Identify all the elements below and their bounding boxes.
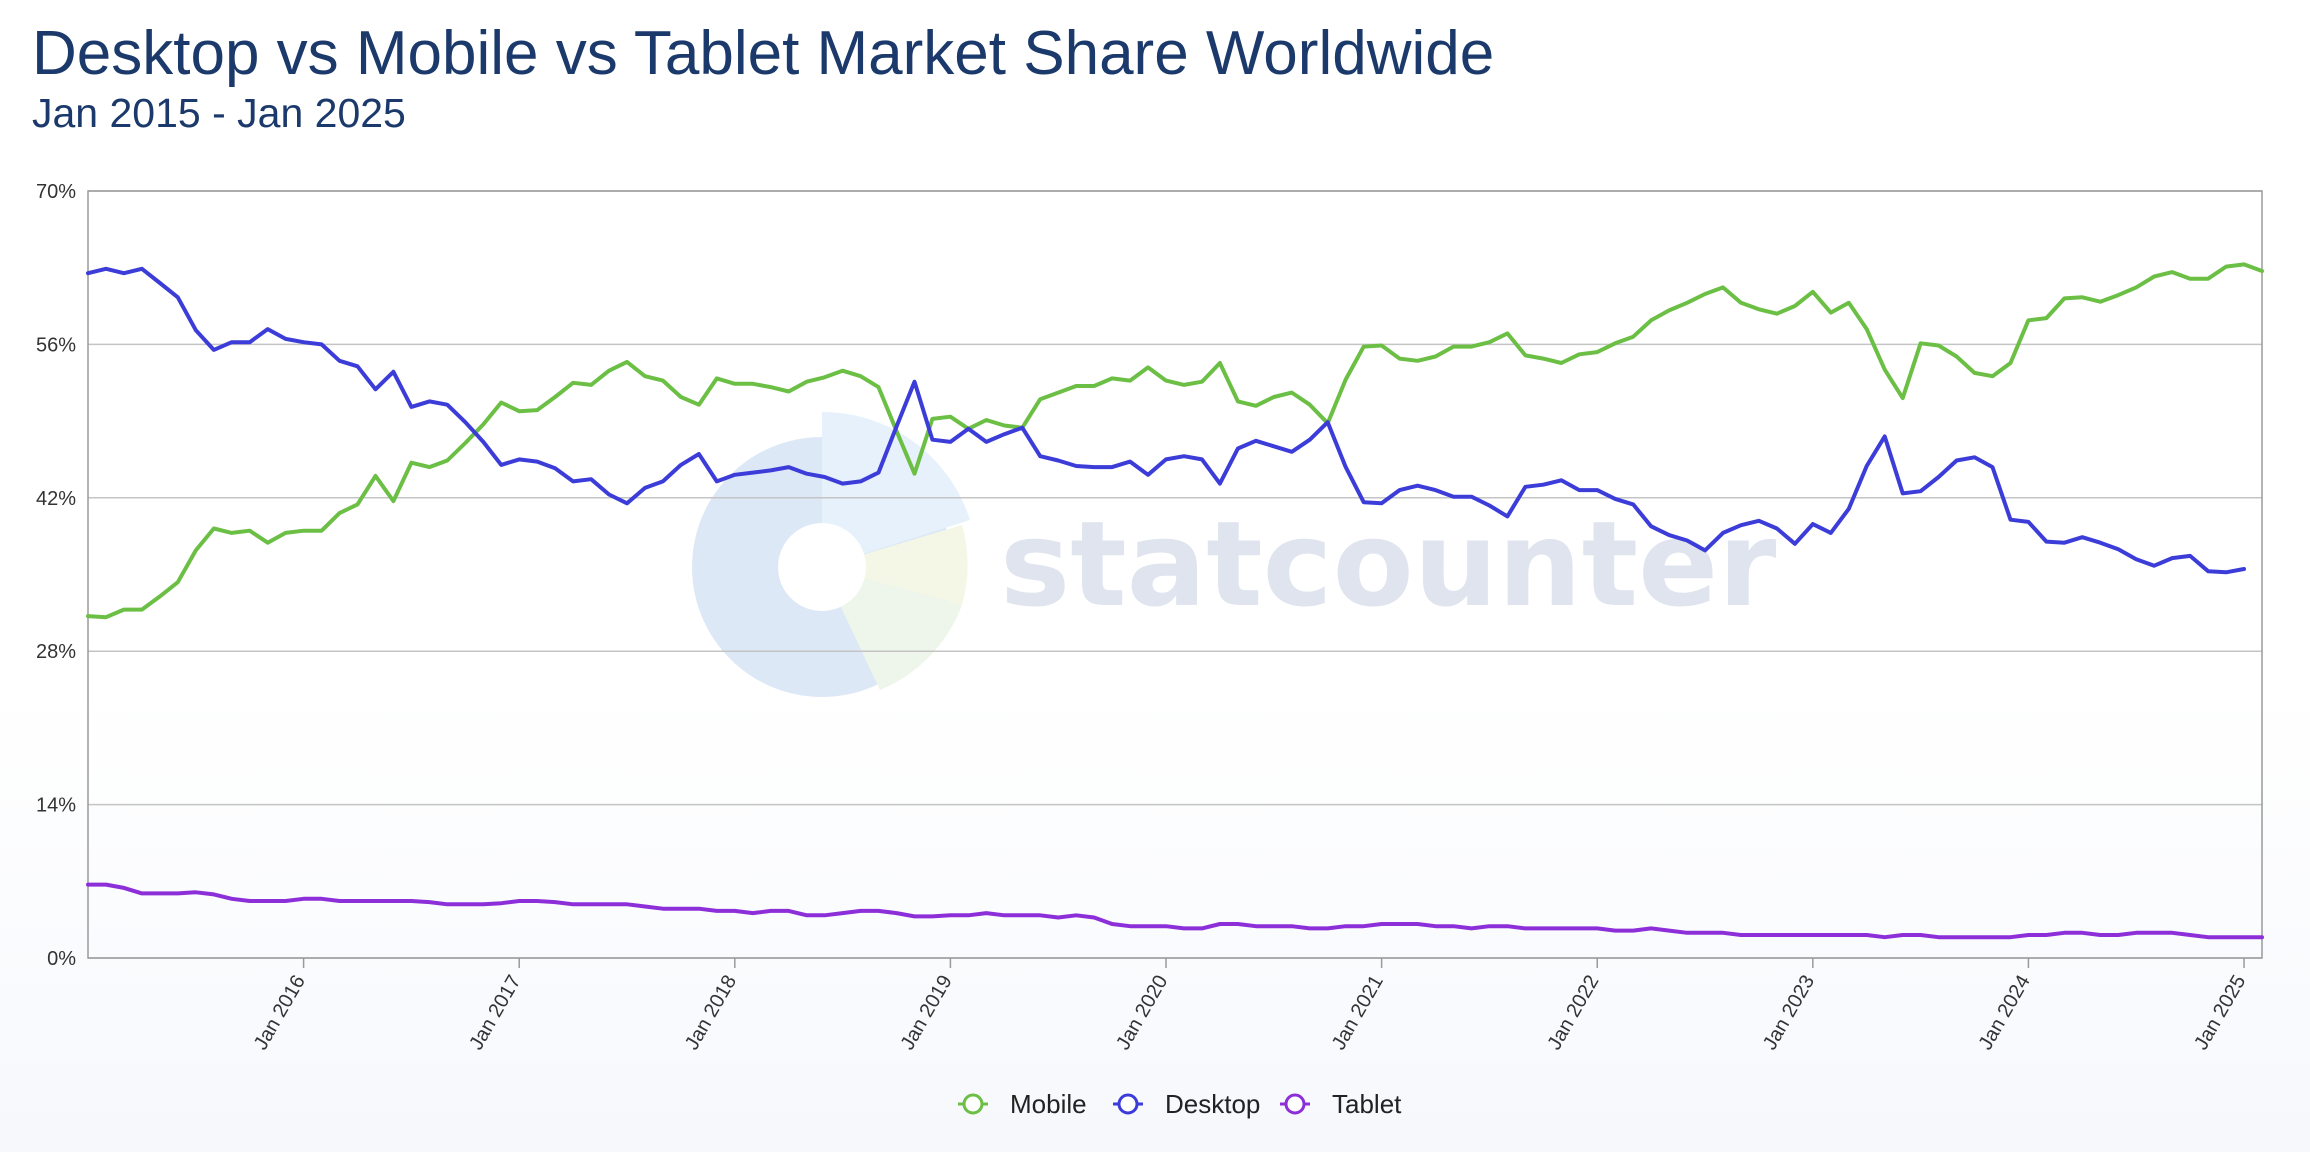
x-tick-label: Jan 2018 (681, 972, 741, 1054)
legend-circle-marker (1117, 1093, 1139, 1115)
legend-circle-marker (1284, 1093, 1306, 1115)
y-tick-label: 42% (36, 488, 76, 510)
legend-label: Tablet (1332, 1089, 1402, 1119)
y-tick-label: 14% (36, 795, 76, 817)
watermark-text: statcounter (1000, 495, 1776, 633)
x-tick-label: Jan 2022 (1543, 972, 1603, 1054)
series-line-mobile (86, 262, 2264, 620)
x-tick-label: Jan 2017 (465, 972, 525, 1054)
y-tick-label: 56% (36, 334, 76, 356)
chart-subtitle: Jan 2015 - Jan 2025 (32, 90, 406, 136)
legend-item-tablet[interactable]: Tablet (1280, 1089, 1402, 1119)
legend-label: Mobile (1010, 1089, 1087, 1119)
x-tick-label: Jan 2019 (897, 972, 957, 1054)
series-line-tablet (86, 882, 2264, 940)
x-tick-label: Jan 2025 (2190, 972, 2250, 1054)
statcounter-pie-logo-icon (692, 411, 970, 697)
series-line-desktop (86, 266, 2246, 575)
x-tick-label: Jan 2023 (1759, 972, 1819, 1054)
x-tick-label: Jan 2020 (1112, 972, 1172, 1054)
x-tick-label: Jan 2024 (1975, 971, 2035, 1053)
y-tick-label: 0% (47, 948, 76, 970)
plot-area-frame (87, 190, 2263, 959)
chart-title: Desktop vs Mobile vs Tablet Market Share… (32, 19, 1495, 88)
statcounter-watermark: statcounter (692, 411, 1776, 697)
y-tick-label: 70% (36, 181, 76, 203)
legend-item-mobile[interactable]: Mobile (958, 1089, 1087, 1119)
legend-circle-marker (962, 1093, 984, 1115)
legend-item-desktop[interactable]: Desktop (1113, 1089, 1260, 1119)
x-tick-label: Jan 2021 (1328, 972, 1388, 1054)
x-tick-label: Jan 2016 (250, 972, 310, 1054)
y-tick-label: 28% (36, 641, 76, 663)
legend-label: Desktop (1165, 1089, 1260, 1119)
